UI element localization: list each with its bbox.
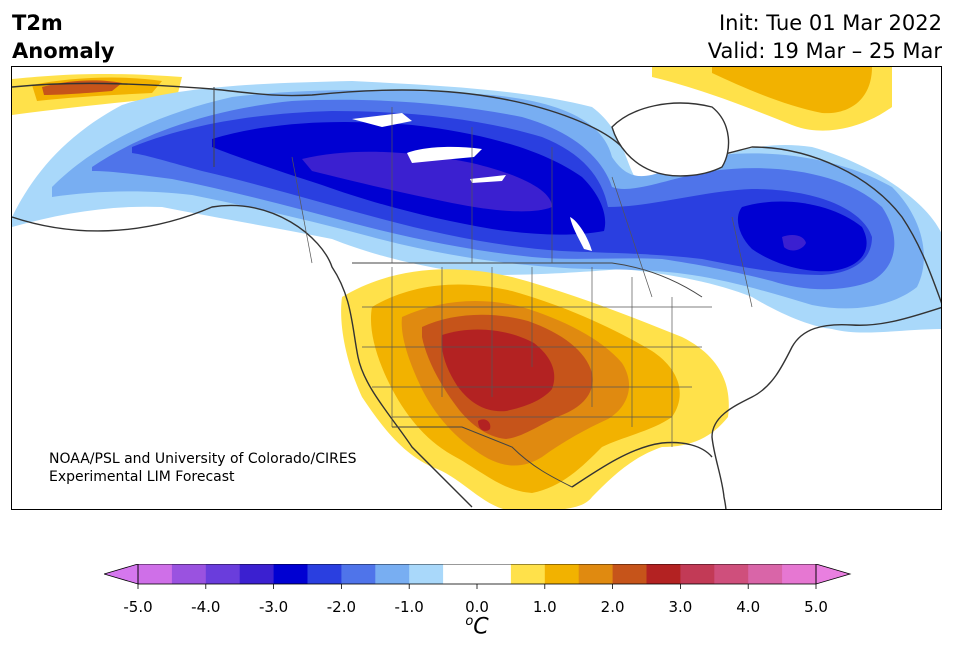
colorbar-tick-label: -5.0: [123, 598, 153, 616]
credit-text: NOAA/PSL and University of Colorado/CIRE…: [49, 450, 357, 486]
map-title: T2m Anomaly: [12, 9, 115, 65]
province-borders: [291, 107, 753, 308]
colorbar-tick-label: -1.0: [394, 598, 424, 616]
colorbar-cell: [273, 564, 308, 584]
credit-line-2: Experimental LIM Forecast: [49, 469, 235, 485]
unit-letter: C: [473, 614, 489, 640]
lake-patch-1: [352, 113, 412, 127]
colorbar-tick-label: -4.0: [191, 598, 221, 616]
colorbar-cell: [612, 564, 647, 584]
anomaly-map: [11, 66, 942, 510]
colorbar-tick-label: 1.0: [532, 598, 557, 616]
colorbar-over-arrow: [815, 564, 852, 585]
colorbar-cell: [307, 564, 342, 584]
lake-patch-4: [570, 217, 592, 251]
colorbar-cell: [782, 564, 817, 584]
sw-us-warm-spot: [478, 419, 491, 431]
colorbar-cells: [138, 564, 817, 584]
state-borders: [362, 267, 712, 447]
coastline-west: [12, 204, 473, 508]
colorbar-cell: [578, 564, 614, 584]
colorbar-cell: [171, 564, 207, 584]
colorbar-cell: [375, 564, 410, 584]
variable-label: T2m: [12, 11, 63, 35]
quebec-cold-core-purple: [782, 235, 806, 251]
colorbar-cell: [510, 564, 546, 584]
colorbar: [104, 564, 852, 589]
forecast-dates: Init: Tue 01 Mar 2022 Valid: 19 Mar – 25…: [708, 9, 942, 65]
colorbar-unit-label: oC: [465, 614, 488, 639]
colorbar-tick-label: 2.0: [600, 598, 625, 616]
valid-date-label: Valid: 19 Mar – 25 Mar: [707, 39, 942, 63]
colorbar-tick-label: 0.0: [465, 598, 489, 616]
init-date-label: Init: Tue 01 Mar 2022: [718, 11, 942, 35]
colorbar-tick-label: 5.0: [804, 598, 828, 616]
us-mexico-border: [392, 426, 573, 488]
degree-superscript: o: [465, 614, 474, 629]
colorbar-cell: [544, 564, 580, 584]
colorbar-ticks: [137, 584, 817, 589]
coastline-gulf: [571, 441, 713, 488]
coastline-east: [711, 306, 941, 509]
colorbar-cell: [680, 564, 715, 584]
quantity-label: Anomaly: [12, 39, 115, 63]
colorbar-cell: [443, 564, 478, 584]
coastline-north: [12, 82, 941, 304]
hudson-bay: [611, 102, 730, 177]
colorbar-cell: [748, 564, 783, 584]
colorbar-under-arrow: [104, 564, 139, 585]
colorbar-tick-label: 3.0: [668, 598, 693, 616]
colorbar-tick-label: -2.0: [326, 598, 357, 616]
colorbar-cell: [205, 564, 241, 584]
lake-patch-2: [407, 146, 482, 163]
colorbar-cell: [239, 564, 275, 584]
colorbar-cell: [714, 564, 749, 584]
colorbar-cell: [138, 564, 173, 584]
colorbar-tick-label: 4.0: [736, 598, 761, 616]
colorbar-tick-label: -3.0: [258, 598, 289, 616]
canada-cold-core-purple: [302, 151, 552, 212]
colorbar-cell: [341, 564, 376, 584]
credit-line-1: NOAA/PSL and University of Colorado/CIRE…: [49, 451, 357, 467]
colorbar-cell: [409, 564, 444, 584]
colorbar-cell: [646, 564, 681, 584]
map-canvas: [12, 67, 941, 509]
greenland-warm-contour-2: [712, 67, 872, 114]
us-canada-border: [352, 262, 703, 298]
quebec-cold-core: [737, 201, 867, 272]
colorbar-cell: [477, 564, 512, 584]
sw-us-warm-core: [441, 329, 555, 412]
lake-patch-3: [470, 175, 506, 183]
